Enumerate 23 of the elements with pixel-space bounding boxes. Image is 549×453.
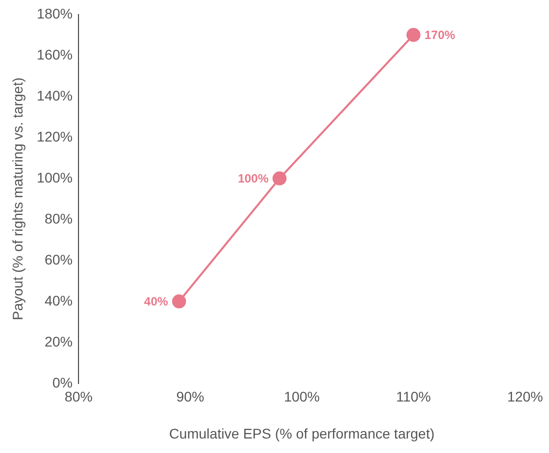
y-tick-label: 120% <box>36 128 73 144</box>
point <box>272 171 287 186</box>
data-label: 100% <box>238 172 269 186</box>
y-tick-label: 160% <box>36 46 73 62</box>
y-axis-title: Payout (% of rights maturing vs. target) <box>9 78 26 320</box>
y-tick-label: 60% <box>44 251 73 268</box>
x-tick-label: 80% <box>64 388 93 405</box>
x-tick-label: 110% <box>396 388 431 405</box>
point <box>406 28 420 42</box>
x-tick-label: 120% <box>507 388 544 405</box>
x-axis-title: Cumulative EPS (% of performance target) <box>169 425 435 442</box>
y-tick-label: 180% <box>36 5 73 22</box>
y-tick-label: 140% <box>36 87 73 104</box>
y-tick-label: 100% <box>36 169 73 186</box>
y-tick-label: 20% <box>44 333 73 350</box>
y-tick-label: 80% <box>44 210 73 226</box>
y-tick-label: 0% <box>52 374 73 390</box>
x-tick-label: 100% <box>284 388 320 405</box>
data-label: 170% <box>424 28 456 42</box>
point <box>172 294 186 308</box>
y-tick-label: 40% <box>44 292 73 308</box>
data-label: 40% <box>144 294 168 309</box>
x-tick-label: 90% <box>176 388 204 405</box>
